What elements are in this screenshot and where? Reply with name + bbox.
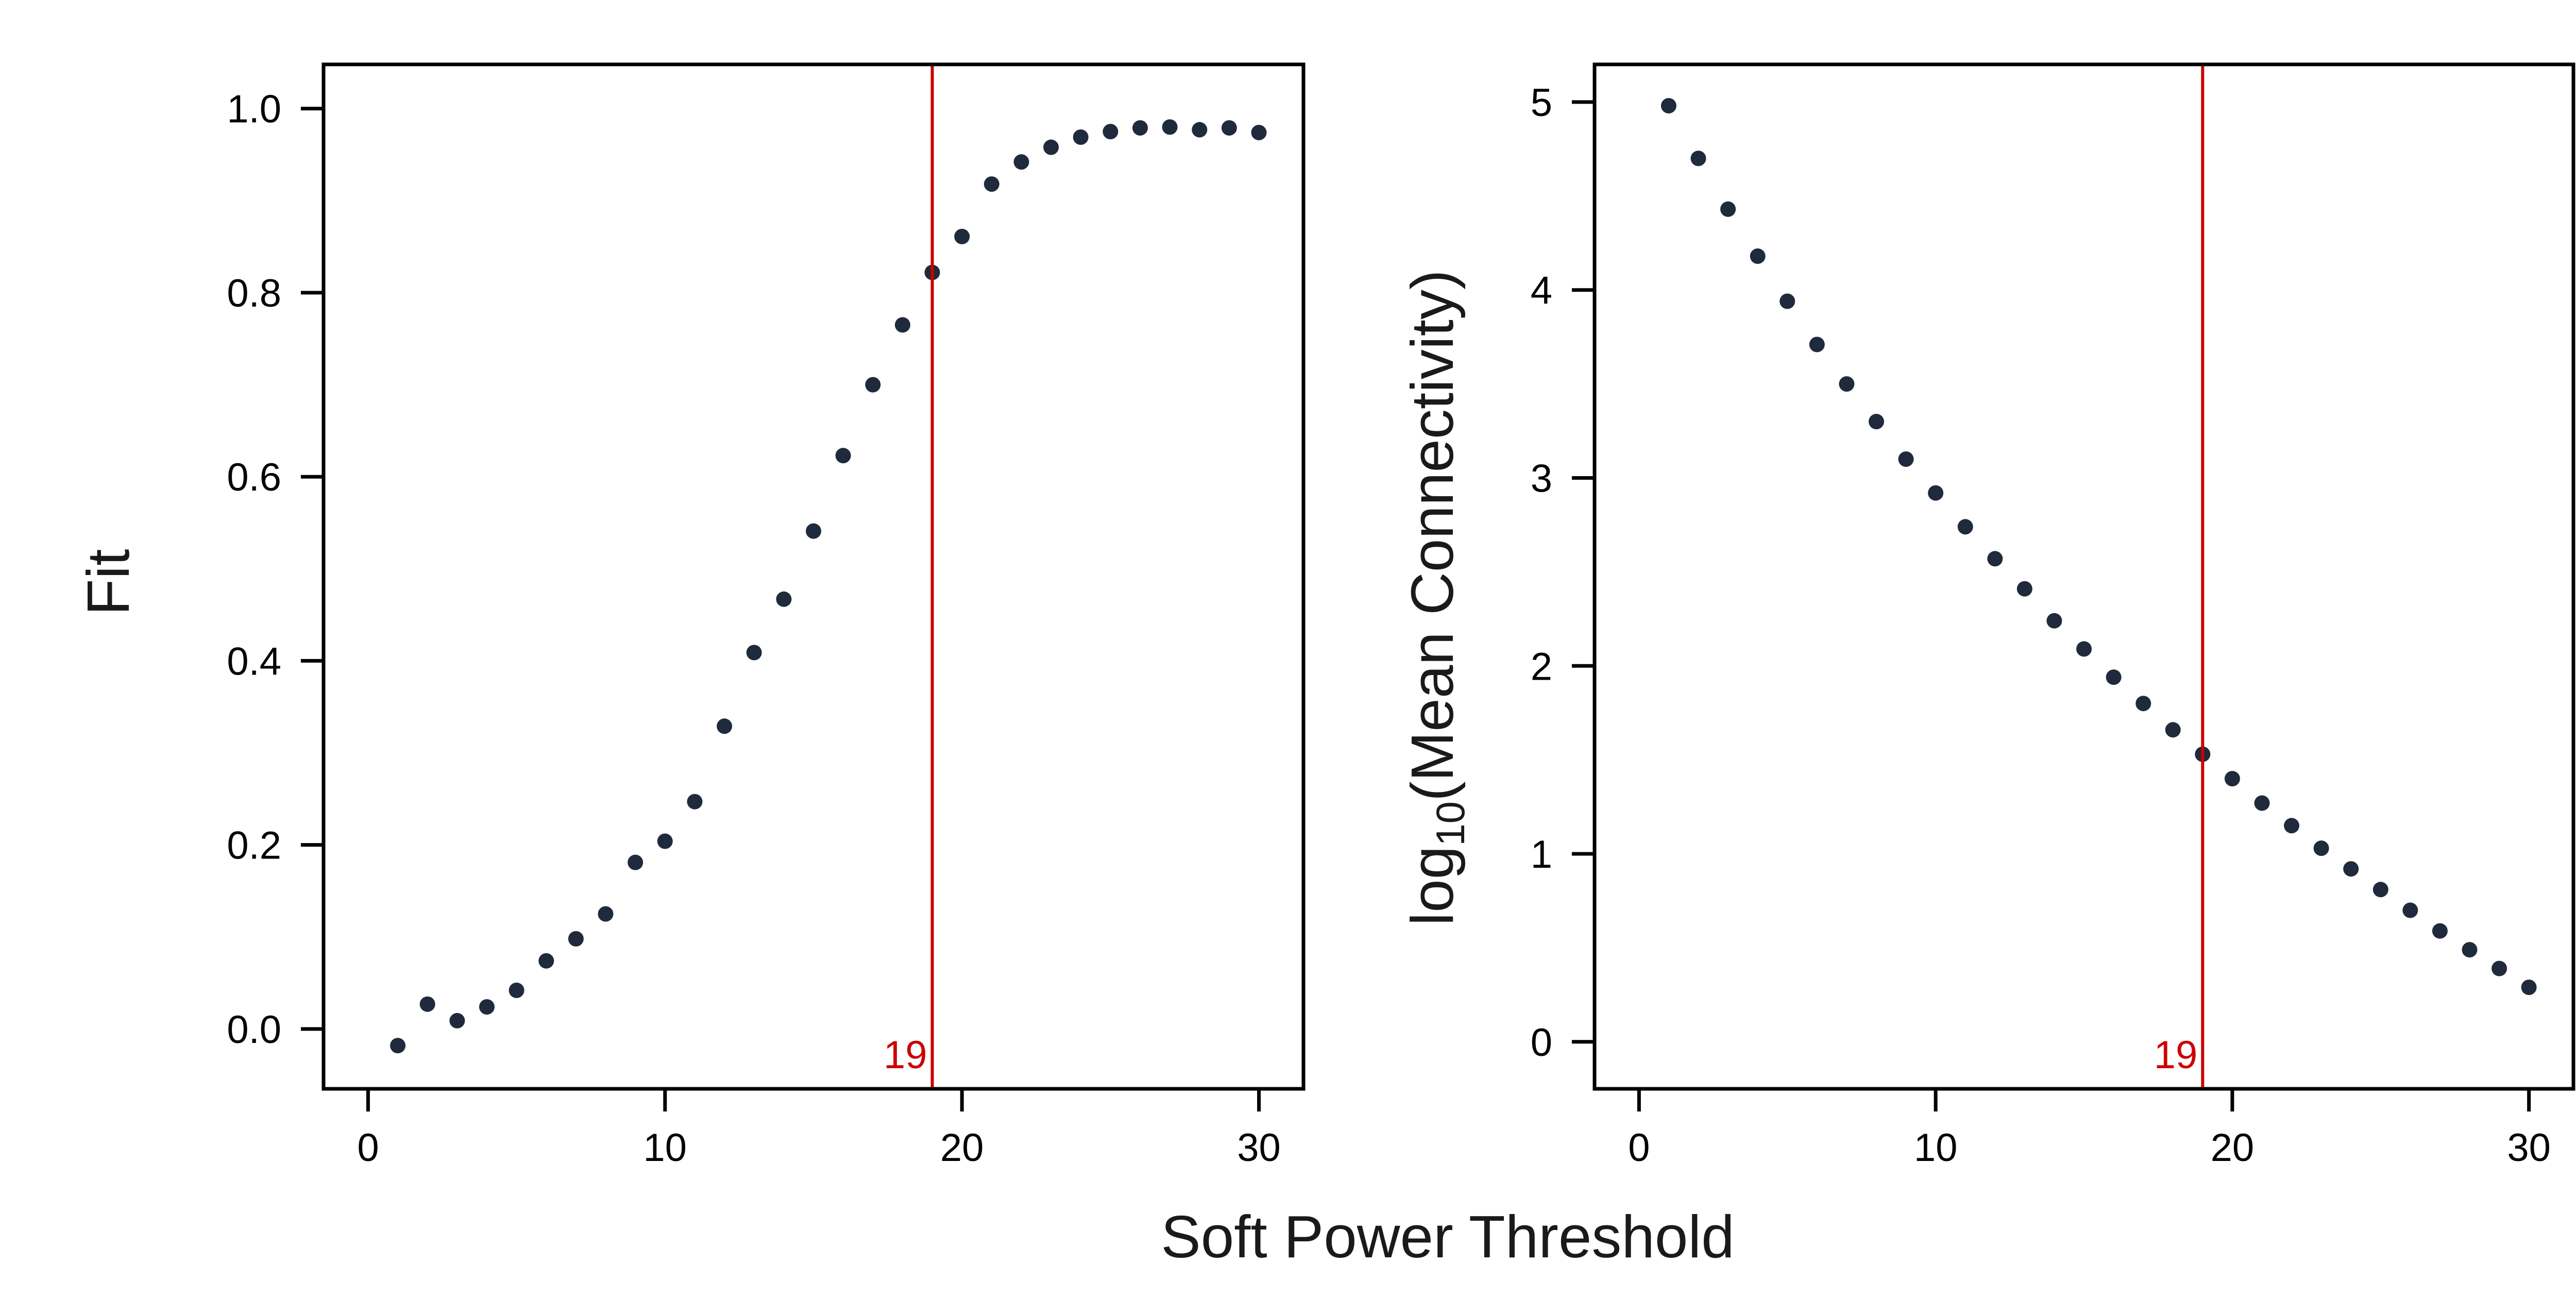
fit-y-tick-label: 0.2 (227, 824, 281, 868)
connectivity-y-tick-label: 0 (1531, 1021, 1552, 1065)
fit-point (984, 176, 999, 192)
fit-point (1043, 139, 1059, 155)
x-axis-title: Soft Power Threshold (1161, 1203, 1734, 1270)
connectivity-x-tick-label: 30 (2507, 1126, 2551, 1170)
connectivity-point (2521, 980, 2537, 995)
connectivity-point (2372, 882, 2388, 898)
connectivity-point (2106, 669, 2122, 685)
fit-x-tick-label: 30 (1237, 1126, 1281, 1170)
connectivity-point (1898, 451, 1914, 467)
connectivity-point (1839, 376, 1855, 392)
connectivity-point (1750, 248, 1766, 264)
connectivity-x-ticks: 0 10 20 30 (1628, 1089, 2551, 1170)
fit-y-ticks: 0.0 0.2 0.4 0.6 0.8 1.0 (227, 88, 324, 1052)
connectivity-point (2254, 795, 2270, 811)
fit-y-tick-label: 0.4 (227, 639, 281, 683)
connectivity-x-tick-label: 10 (1914, 1126, 1958, 1170)
fit-y-tick-label: 0.0 (227, 1008, 281, 1052)
fit-threshold-label: 19 (884, 1033, 927, 1077)
fit-point (1013, 154, 1029, 170)
fit-point (568, 931, 584, 947)
fit-point (390, 1038, 406, 1054)
connectivity-point (1690, 150, 1706, 166)
fit-point (687, 794, 703, 810)
connectivity-x-tick-label: 20 (2211, 1126, 2255, 1170)
fit-point (1251, 125, 1267, 141)
fit-point (479, 999, 495, 1015)
fit-y-axis-title: Fit (75, 549, 142, 616)
connectivity-point (2313, 840, 2329, 856)
connectivity-point (2284, 818, 2299, 834)
fit-point (865, 377, 881, 393)
connectivity-point (2432, 923, 2448, 939)
fit-point (419, 996, 435, 1012)
fit-y-tick-label: 0.6 (227, 456, 281, 499)
connectivity-y-axis-title: log10(Mean Connectivity) (1399, 269, 1473, 925)
fit-point (1103, 124, 1118, 140)
fit-y-tick-label: 0.8 (227, 272, 281, 315)
fit-point (835, 448, 851, 464)
log-label: log (1399, 846, 1466, 926)
connectivity-point (2402, 902, 2418, 918)
connectivity-y-tick-label: 5 (1531, 81, 1552, 125)
fit-y-tick-label: 1.0 (227, 88, 281, 131)
fit-point (954, 229, 970, 244)
connectivity-label: (Mean Connectivity) (1399, 269, 1466, 801)
connectivity-point (2136, 696, 2151, 712)
connectivity-point (1809, 336, 1825, 352)
fit-panel: 19 0 10 20 30 0.0 0.2 0.4 0.6 0.8 1.0 Fit (75, 62, 1306, 1170)
fit-point (449, 1013, 465, 1029)
fit-point (1073, 129, 1089, 145)
fit-point (746, 645, 762, 661)
connectivity-point (1957, 519, 1973, 535)
fit-x-ticks: 0 10 20 30 (357, 1089, 1281, 1170)
fit-point (1192, 122, 1208, 138)
connectivity-point (1720, 201, 1736, 217)
connectivity-point (1869, 414, 1884, 430)
fit-point (628, 854, 643, 870)
connectivity-points (1660, 98, 2537, 995)
fit-point (894, 317, 910, 333)
connectivity-point (2165, 722, 2181, 738)
connectivity-point (1660, 98, 1676, 114)
fit-point (509, 982, 524, 998)
connectivity-point (2046, 613, 2062, 629)
connectivity-y-tick-label: 3 (1531, 457, 1552, 500)
fit-points (390, 119, 1267, 1054)
fit-plot-frame (321, 62, 1306, 1091)
connectivity-point (2492, 961, 2507, 976)
fit-point (1221, 120, 1237, 136)
connectivity-point (2016, 581, 2032, 597)
fit-x-tick-label: 10 (643, 1126, 687, 1170)
connectivity-x-tick-label: 0 (1628, 1126, 1650, 1170)
fit-x-tick-label: 0 (357, 1126, 379, 1170)
log-base: 10 (1428, 801, 1473, 846)
connectivity-point (2076, 641, 2092, 657)
fit-point (538, 953, 554, 969)
connectivity-y-ticks: 0 1 2 3 4 5 (1531, 81, 1595, 1065)
fit-point (776, 591, 792, 607)
fit-point (717, 718, 733, 734)
connectivity-point (2462, 942, 2478, 958)
fit-point (657, 833, 673, 849)
connectivity-point (1780, 293, 1795, 309)
connectivity-point (1987, 551, 2003, 567)
connectivity-point (2343, 861, 2359, 877)
connectivity-threshold-label: 19 (2154, 1033, 2198, 1077)
fit-point (1162, 119, 1178, 135)
fit-x-tick-label: 20 (940, 1126, 984, 1170)
fit-point (806, 523, 821, 539)
connectivity-point (1928, 485, 1944, 501)
connectivity-y-tick-label: 2 (1531, 645, 1552, 688)
connectivity-plot-frame (1592, 62, 2575, 1091)
fit-point (1132, 120, 1148, 136)
connectivity-y-tick-label: 1 (1531, 833, 1552, 877)
connectivity-point (2224, 771, 2240, 787)
fit-point (598, 906, 614, 922)
connectivity-y-tick-label: 4 (1531, 269, 1552, 313)
